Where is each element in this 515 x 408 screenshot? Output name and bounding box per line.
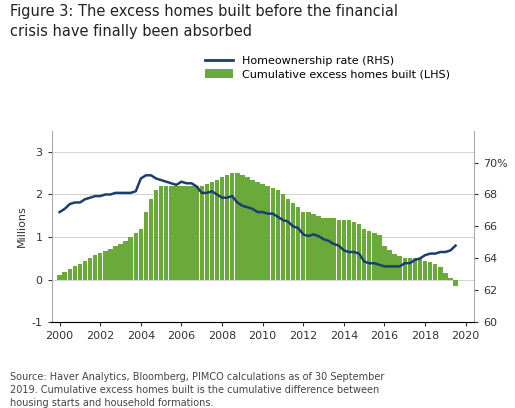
Bar bbox=[88, 257, 92, 280]
Bar bbox=[296, 207, 300, 280]
Bar bbox=[118, 244, 123, 280]
Bar bbox=[443, 273, 448, 280]
Bar bbox=[67, 269, 72, 280]
Bar bbox=[423, 261, 427, 280]
Bar bbox=[398, 256, 402, 280]
Bar bbox=[199, 186, 204, 280]
Bar bbox=[387, 250, 392, 280]
Bar bbox=[316, 216, 321, 280]
Bar bbox=[190, 186, 194, 280]
Y-axis label: Millions: Millions bbox=[18, 206, 27, 247]
Bar bbox=[311, 214, 316, 280]
Bar bbox=[403, 258, 407, 280]
Bar bbox=[261, 184, 265, 280]
Bar bbox=[352, 222, 356, 280]
Bar bbox=[164, 186, 168, 280]
Bar bbox=[215, 180, 219, 280]
Bar bbox=[377, 235, 382, 280]
Bar bbox=[139, 228, 143, 280]
Bar bbox=[367, 231, 371, 280]
Bar bbox=[250, 180, 255, 280]
Bar bbox=[347, 220, 351, 280]
Bar bbox=[306, 211, 311, 280]
Bar bbox=[413, 258, 417, 280]
Bar bbox=[98, 253, 102, 280]
Bar bbox=[78, 264, 82, 280]
Bar bbox=[73, 266, 77, 280]
Bar bbox=[83, 261, 87, 280]
Bar bbox=[179, 186, 184, 280]
Bar bbox=[240, 175, 245, 280]
Bar bbox=[382, 246, 387, 280]
Bar bbox=[392, 254, 397, 280]
Bar bbox=[286, 199, 290, 280]
Bar bbox=[184, 186, 189, 280]
Bar bbox=[154, 190, 158, 280]
Bar bbox=[453, 280, 458, 286]
Bar bbox=[245, 177, 250, 280]
Bar bbox=[103, 251, 108, 280]
Bar bbox=[230, 173, 234, 280]
Bar bbox=[57, 275, 62, 280]
Bar bbox=[341, 220, 346, 280]
Bar bbox=[433, 264, 437, 280]
Bar bbox=[332, 218, 336, 280]
Bar bbox=[407, 258, 412, 280]
Bar bbox=[195, 186, 199, 280]
Bar bbox=[438, 267, 442, 280]
Bar bbox=[210, 182, 214, 280]
Bar bbox=[336, 220, 341, 280]
Bar bbox=[169, 186, 174, 280]
Bar bbox=[124, 242, 128, 280]
Bar bbox=[128, 237, 133, 280]
Bar bbox=[113, 246, 118, 280]
Bar bbox=[266, 186, 270, 280]
Legend: Homeownership rate (RHS), Cumulative excess homes built (LHS): Homeownership rate (RHS), Cumulative exc… bbox=[205, 55, 450, 79]
Bar bbox=[174, 186, 179, 280]
Bar bbox=[159, 186, 163, 280]
Bar bbox=[357, 224, 362, 280]
Bar bbox=[235, 173, 239, 280]
Bar bbox=[281, 195, 285, 280]
Bar bbox=[276, 190, 280, 280]
Bar bbox=[301, 211, 305, 280]
Bar bbox=[327, 218, 331, 280]
Bar bbox=[62, 272, 67, 280]
Bar bbox=[149, 199, 153, 280]
Text: Source: Haver Analytics, Bloomberg, PIMCO calculations as of 30 September
2019. : Source: Haver Analytics, Bloomberg, PIMC… bbox=[10, 372, 385, 408]
Bar bbox=[220, 177, 224, 280]
Bar bbox=[448, 277, 453, 280]
Bar bbox=[108, 248, 113, 280]
Bar bbox=[93, 255, 97, 280]
Bar bbox=[291, 203, 295, 280]
Text: Figure 3: The excess homes built before the financial
crisis have finally been a: Figure 3: The excess homes built before … bbox=[10, 4, 398, 39]
Bar bbox=[133, 233, 138, 280]
Bar bbox=[372, 233, 376, 280]
Bar bbox=[144, 211, 148, 280]
Bar bbox=[321, 218, 326, 280]
Bar bbox=[204, 184, 209, 280]
Bar bbox=[270, 188, 275, 280]
Bar bbox=[255, 182, 260, 280]
Bar bbox=[362, 228, 366, 280]
Bar bbox=[418, 258, 422, 280]
Bar bbox=[428, 262, 433, 280]
Bar bbox=[225, 175, 229, 280]
